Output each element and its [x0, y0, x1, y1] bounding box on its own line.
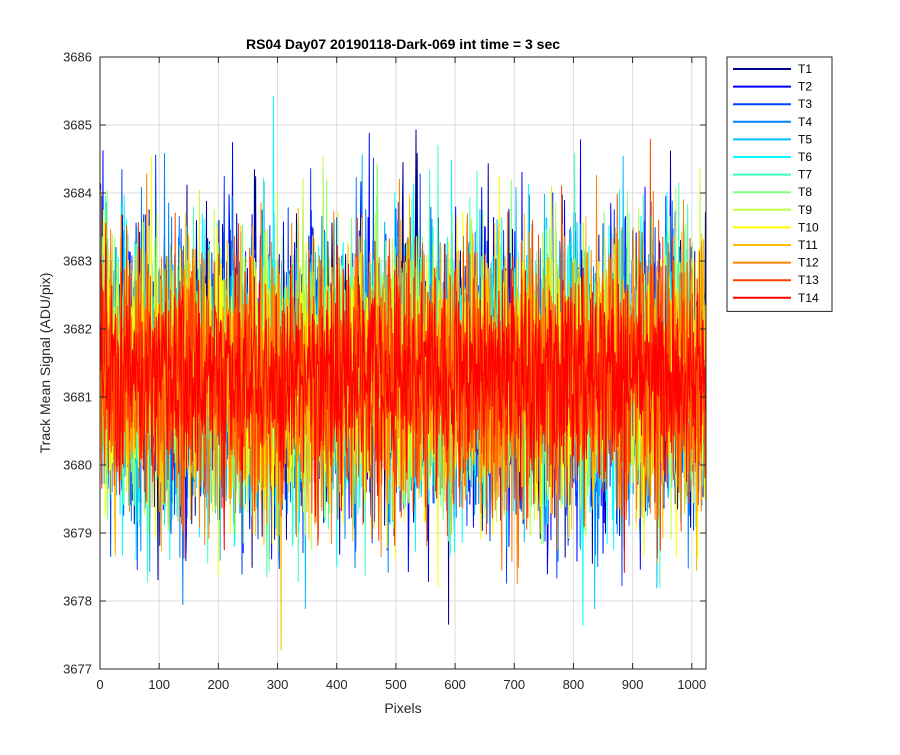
legend-label: T5 — [798, 132, 812, 146]
y-tick-label: 3686 — [63, 50, 92, 65]
y-tick-label: 3683 — [63, 254, 92, 269]
legend-label: T4 — [798, 115, 812, 129]
y-tick-label: 3679 — [63, 526, 92, 541]
legend-label: T1 — [798, 62, 812, 76]
y-tick-label: 3684 — [63, 186, 92, 201]
legend-label: T12 — [798, 256, 819, 270]
x-tick-label: 100 — [148, 677, 170, 692]
y-tick-label: 3678 — [63, 594, 92, 609]
plot-frame — [99, 56, 707, 670]
x-tick-label: 200 — [208, 677, 230, 692]
legend-label: T10 — [798, 220, 819, 234]
y-tick-label: 3685 — [63, 118, 92, 133]
series-line-t14 — [100, 222, 706, 573]
x-tick-label: 400 — [326, 677, 348, 692]
y-tick-label: 3681 — [63, 390, 92, 405]
legend-label: T13 — [798, 273, 819, 287]
legend-label: T8 — [798, 185, 812, 199]
legend-label: T14 — [798, 291, 819, 305]
legend-label: T7 — [798, 168, 812, 182]
y-tick-label: 3677 — [63, 662, 92, 677]
x-tick-label: 0 — [96, 677, 103, 692]
legend-label: T9 — [798, 203, 812, 217]
legend: T1 T2 T3 T4 T5 T6 T7 T8 T9 T10 T11 T12 T13 T14 — [726, 56, 833, 312]
legend-label: T2 — [798, 80, 812, 94]
chart-title: RS04 Day07 20190118-Dark-069 int time = … — [246, 36, 560, 52]
x-tick-label: 1000 — [677, 677, 706, 692]
x-tick-label: 600 — [444, 677, 466, 692]
legend-box — [726, 56, 833, 312]
y-tick-label: 3680 — [63, 458, 92, 473]
x-tick-label: 300 — [267, 677, 289, 692]
legend-label: T11 — [798, 238, 818, 252]
legend-label: T3 — [798, 97, 812, 111]
series-group — [100, 96, 706, 651]
legend-label: T6 — [798, 150, 812, 164]
x-tick-label: 800 — [563, 677, 585, 692]
x-tick-label: 900 — [622, 677, 644, 692]
x-tick-label: 500 — [385, 677, 407, 692]
y-axis-label: Track Mean Signal (ADU/pix) — [37, 273, 53, 454]
axis-ticks: 0 100 200 300 400 500 600 700 800 900 1000 3677 3678… — [63, 50, 706, 693]
y-tick-label: 3682 — [63, 322, 92, 337]
x-axis-label: Pixels — [384, 700, 421, 716]
x-tick-label: 700 — [503, 677, 525, 692]
